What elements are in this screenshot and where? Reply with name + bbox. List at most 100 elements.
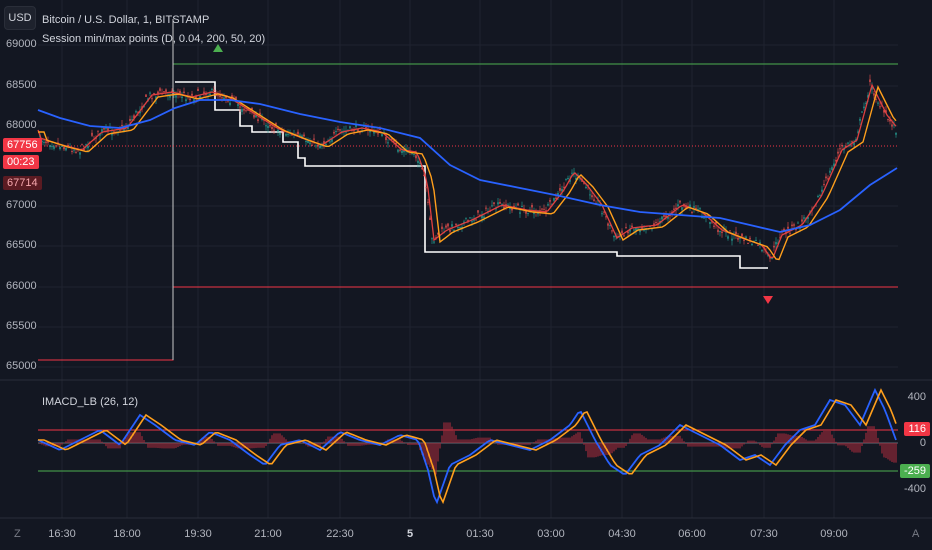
long-ma-line	[37, 99, 898, 233]
currency-button[interactable]: USD	[4, 6, 36, 30]
log-scale-toggle[interactable]: Z	[14, 528, 21, 540]
candle-body	[413, 153, 415, 155]
candle-body	[85, 144, 87, 146]
candle-body	[891, 124, 893, 127]
candle-body	[299, 134, 301, 136]
price-tick: 69000	[6, 38, 37, 50]
candle-body	[229, 102, 231, 105]
candle-body	[677, 204, 679, 207]
candle-body	[217, 95, 219, 97]
candle-body	[63, 146, 65, 150]
candle-body	[797, 222, 799, 224]
candle-body	[681, 207, 683, 210]
time-tick: 06:00	[678, 528, 706, 540]
macd-label[interactable]: IMACD_LB (26, 12)	[42, 396, 138, 408]
candle-body	[325, 143, 327, 145]
candle-body	[547, 204, 549, 206]
candle-body	[519, 212, 521, 214]
candle-body	[257, 119, 259, 122]
candle-body	[743, 239, 745, 241]
candle-body	[719, 231, 721, 233]
session-min-marker	[763, 296, 773, 304]
candle-body	[761, 249, 763, 252]
candle-body	[563, 186, 565, 188]
candle-body	[839, 148, 841, 150]
candle-body	[687, 205, 689, 207]
candle-body	[491, 205, 493, 207]
price-tick: 66000	[6, 280, 37, 292]
candle-body	[189, 98, 191, 100]
candle-body	[437, 232, 439, 235]
candle-body	[183, 91, 185, 94]
candle-body	[641, 227, 643, 229]
candle-body	[477, 210, 479, 213]
candle-body	[833, 163, 835, 167]
candle-body	[567, 178, 569, 180]
candle-body	[349, 126, 351, 129]
candle-body	[721, 231, 723, 234]
session-step-line	[175, 81, 768, 269]
candle-body	[873, 93, 875, 96]
candle-body	[75, 151, 77, 153]
candle-body	[287, 134, 289, 136]
candle-body	[807, 216, 809, 219]
symbol-title[interactable]: Bitcoin / U.S. Dollar, 1, BITSTAMP	[42, 14, 210, 26]
candle-body	[387, 142, 389, 144]
candle-body	[425, 187, 427, 189]
candle-body	[149, 92, 151, 94]
candle-body	[561, 188, 563, 192]
candle-body	[181, 96, 183, 99]
candle-body	[401, 150, 403, 153]
candle-body	[113, 131, 115, 133]
candle-body	[157, 91, 159, 94]
candle-body	[319, 145, 321, 149]
candle-body	[373, 130, 375, 134]
auto-scale-toggle[interactable]: A	[912, 528, 920, 540]
candle-body	[259, 112, 261, 115]
candle-body	[431, 238, 433, 240]
candle-body	[589, 194, 591, 196]
candle-body	[717, 229, 719, 233]
candle-body	[397, 149, 399, 152]
candle-body	[215, 94, 217, 97]
indicator-label[interactable]: Session min/max points (D, 0.04, 200, 50…	[42, 33, 266, 45]
candle-body	[691, 211, 693, 213]
candle-body	[771, 257, 773, 259]
candle-body	[497, 202, 499, 205]
candle-body	[707, 215, 709, 217]
candle-body	[555, 197, 557, 199]
candle-body	[543, 208, 545, 210]
macd-tick-zero: 0	[919, 437, 926, 449]
candle-body	[245, 110, 247, 112]
candle-body	[501, 203, 503, 205]
time-tick: 07:30	[750, 528, 778, 540]
candle-body	[377, 133, 379, 135]
candle-body	[471, 221, 473, 223]
candle-body	[605, 216, 607, 218]
candle-body	[411, 153, 413, 155]
candle-body	[347, 129, 349, 131]
candle-body	[83, 148, 85, 151]
candle-body	[841, 145, 843, 147]
candle-body	[629, 228, 631, 232]
candle-body	[803, 217, 805, 219]
candle-body	[819, 195, 821, 197]
candle-body	[395, 142, 397, 145]
candle-body	[357, 129, 359, 133]
candle-body	[869, 79, 871, 83]
candle-body	[223, 97, 225, 100]
time-tick: 22:30	[326, 528, 354, 540]
signal-line	[38, 388, 897, 505]
candle-body	[859, 118, 861, 121]
candle-body	[81, 144, 83, 146]
time-tick: 5	[406, 528, 414, 540]
candle-body	[689, 204, 691, 208]
candle-body	[391, 137, 393, 140]
countdown-tag: 00:23	[3, 155, 39, 169]
candle-body	[379, 128, 381, 130]
candle-body	[703, 217, 705, 219]
candle-body	[137, 111, 139, 113]
candle-body	[635, 227, 637, 231]
